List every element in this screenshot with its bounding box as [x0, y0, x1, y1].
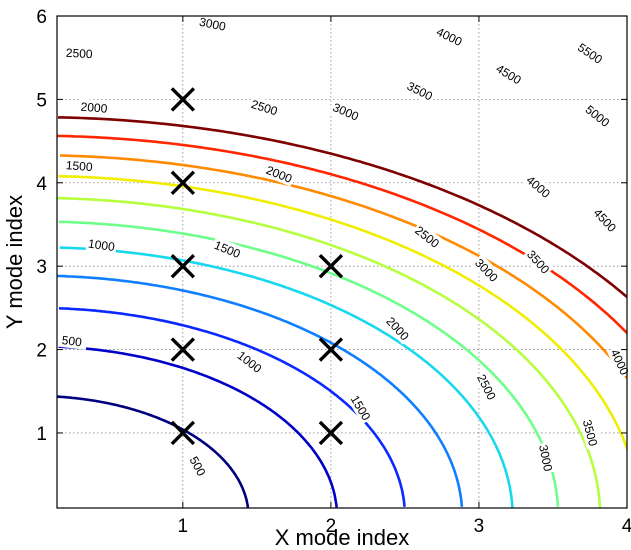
- x-marker: [170, 253, 196, 279]
- contour-label: 3000: [196, 13, 229, 35]
- x-marker: [170, 337, 196, 362]
- y-tick-label: 6: [36, 7, 47, 28]
- contour-label: 3500: [403, 77, 437, 105]
- contour-line-5500: [58, 116, 627, 299]
- contour-line-5000: [57, 134, 627, 335]
- contour-label: 3000: [535, 441, 557, 475]
- contour-label-text: 3000: [536, 444, 555, 473]
- contour-label-text: 3000: [331, 100, 361, 124]
- x-tick-label: 1: [178, 516, 189, 537]
- x-marker: [170, 87, 196, 112]
- contour-label: 5500: [573, 38, 607, 68]
- contour-line-1000: [58, 345, 338, 508]
- y-tick-label: 5: [36, 90, 47, 111]
- contour-label: 500: [184, 449, 212, 483]
- contour-label: 4000: [522, 171, 555, 202]
- contour-label: 3500: [522, 245, 555, 278]
- contour-label: 1500: [210, 236, 245, 262]
- contour-label: 3000: [329, 98, 363, 125]
- y-axis-label: Y mode index: [2, 195, 27, 329]
- contour-label: 2500: [63, 44, 95, 62]
- contour-label: 2000: [382, 312, 414, 345]
- y-tick-label: 4: [36, 174, 47, 195]
- contour-line-4500: [59, 154, 627, 381]
- contour-label: 2000: [78, 98, 110, 116]
- x-tick-label: 2: [326, 516, 337, 537]
- contour-line-1500: [58, 307, 406, 507]
- markers: [170, 87, 344, 446]
- contour-label: 1000: [85, 235, 118, 255]
- contour-line-3500: [57, 196, 602, 508]
- x-axis-label: X mode index: [275, 525, 410, 550]
- contour-label: 2500: [247, 95, 282, 119]
- contour-label: 4000: [432, 23, 467, 50]
- contour-label: 2500: [473, 370, 501, 404]
- contour-label-text: 2000: [80, 100, 108, 116]
- x-marker: [318, 337, 344, 362]
- contour-label: 1500: [63, 157, 95, 175]
- x-marker: [170, 420, 196, 446]
- contour-label: 5000: [581, 100, 615, 131]
- contour-label-text: 1500: [212, 238, 242, 261]
- contour-line-500: [57, 395, 250, 508]
- contour-label-text: 3500: [580, 418, 600, 448]
- x-marker: [318, 420, 344, 446]
- axis-ticks: 1 2 3 4 1 2 3 4 5 6: [36, 7, 631, 537]
- contour-label: 500: [56, 331, 88, 350]
- contour-line-2000: [57, 274, 464, 508]
- contour-label: 3500: [579, 416, 602, 450]
- contour-lines: [57, 116, 627, 508]
- y-tick-label: 2: [36, 341, 47, 362]
- x-tick-label: 3: [474, 516, 485, 537]
- contour-label-text: 500: [61, 333, 83, 349]
- contour-line-2500: [59, 246, 514, 508]
- y-tick-label: 3: [36, 257, 47, 278]
- plot-frame: [56, 15, 628, 509]
- x-marker: [318, 253, 344, 279]
- contour-line-4000: [58, 174, 627, 453]
- contour-label: 4500: [589, 203, 621, 237]
- contour-label-text: 2500: [65, 46, 93, 61]
- contour-line-3000: [58, 220, 560, 507]
- contour-label-text: 1500: [65, 158, 93, 174]
- contour-label-text: 3000: [198, 15, 227, 34]
- x-marker: [170, 170, 196, 195]
- contour-label-text: 1000: [87, 237, 116, 255]
- contour-label: 4500: [492, 59, 526, 89]
- x-tick-label: 4: [622, 516, 631, 537]
- contour-label-text: 2500: [249, 97, 279, 119]
- y-tick-label: 1: [36, 424, 47, 445]
